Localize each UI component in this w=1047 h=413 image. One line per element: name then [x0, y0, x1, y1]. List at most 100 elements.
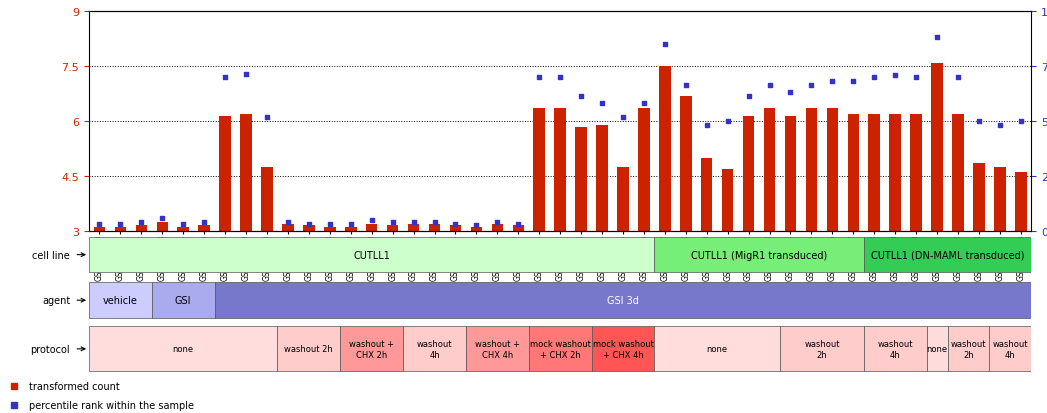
Bar: [806, 109, 818, 231]
Bar: [261, 167, 272, 231]
Bar: [89, 327, 277, 371]
Bar: [592, 327, 654, 371]
Bar: [241, 114, 252, 231]
Text: GSI: GSI: [175, 295, 192, 306]
Point: [133, 219, 150, 225]
Bar: [995, 167, 1005, 231]
Point: [154, 215, 171, 222]
Bar: [386, 226, 398, 231]
Bar: [529, 327, 592, 371]
Bar: [743, 116, 755, 231]
Point: [950, 75, 966, 81]
Point: [196, 219, 213, 225]
Bar: [555, 109, 566, 231]
Point: [447, 221, 464, 227]
Point: [259, 115, 275, 121]
Bar: [492, 224, 503, 231]
Bar: [136, 226, 147, 231]
Point: [426, 219, 443, 225]
Bar: [304, 226, 314, 231]
Text: CUTLL1 (DN-MAML transduced): CUTLL1 (DN-MAML transduced): [871, 250, 1024, 260]
Text: none: none: [927, 344, 948, 354]
Bar: [989, 327, 1031, 371]
Point: [971, 119, 987, 125]
Bar: [325, 228, 335, 231]
Text: washout
2h: washout 2h: [804, 339, 840, 358]
Bar: [157, 222, 168, 231]
Point: [845, 78, 862, 85]
Point: [300, 221, 317, 227]
Bar: [513, 226, 525, 231]
Bar: [450, 226, 461, 231]
Point: [719, 119, 736, 125]
Bar: [848, 114, 859, 231]
Text: transformed count: transformed count: [29, 381, 119, 391]
Bar: [890, 114, 900, 231]
Bar: [403, 327, 466, 371]
Bar: [199, 226, 209, 231]
Bar: [764, 109, 775, 231]
Bar: [785, 116, 797, 231]
Bar: [408, 224, 419, 231]
Point: [782, 89, 799, 96]
Point: [552, 75, 569, 81]
Text: washout +
CHX 2h: washout + CHX 2h: [350, 339, 394, 358]
Bar: [639, 109, 649, 231]
Text: CUTLL1: CUTLL1: [353, 250, 391, 260]
Point: [929, 35, 945, 41]
Bar: [722, 169, 734, 231]
Point: [238, 71, 254, 78]
Point: [363, 217, 380, 224]
Bar: [953, 114, 963, 231]
Text: percentile rank within the sample: percentile rank within the sample: [29, 400, 194, 410]
Bar: [827, 109, 838, 231]
Bar: [654, 237, 864, 273]
Bar: [94, 228, 105, 231]
Point: [761, 82, 778, 89]
Bar: [1016, 173, 1027, 231]
Bar: [864, 237, 1031, 273]
Point: [489, 219, 506, 225]
Point: [280, 219, 296, 225]
Bar: [576, 127, 586, 231]
Point: [615, 115, 631, 121]
Bar: [277, 327, 340, 371]
Text: washout
2h: washout 2h: [951, 339, 986, 358]
Point: [887, 73, 904, 80]
Bar: [948, 327, 989, 371]
Bar: [681, 96, 692, 231]
Point: [91, 221, 108, 227]
Point: [405, 219, 422, 225]
Point: [112, 221, 129, 227]
Bar: [344, 228, 356, 231]
Bar: [429, 224, 440, 231]
Bar: [927, 327, 948, 371]
Point: [321, 221, 338, 227]
Bar: [89, 237, 654, 273]
Point: [217, 75, 233, 81]
Bar: [869, 114, 879, 231]
Bar: [115, 228, 126, 231]
Text: washout +
CHX 4h: washout + CHX 4h: [475, 339, 519, 358]
Point: [636, 100, 652, 107]
Bar: [366, 224, 378, 231]
Point: [384, 219, 401, 225]
Text: washout
4h: washout 4h: [993, 339, 1028, 358]
Bar: [974, 164, 984, 231]
Text: vehicle: vehicle: [103, 295, 138, 306]
Text: CUTLL1 (MigR1 transduced): CUTLL1 (MigR1 transduced): [691, 250, 827, 260]
Bar: [89, 283, 152, 318]
Text: none: none: [707, 344, 728, 354]
Point: [510, 221, 527, 227]
Bar: [340, 327, 403, 371]
Point: [594, 100, 610, 107]
Bar: [618, 167, 629, 231]
Text: agent: agent: [42, 295, 70, 306]
Point: [175, 221, 192, 227]
Bar: [597, 126, 608, 231]
Bar: [466, 327, 529, 371]
Text: protocol: protocol: [30, 344, 70, 354]
Point: [468, 223, 485, 229]
Point: [866, 75, 883, 81]
Bar: [152, 283, 215, 318]
